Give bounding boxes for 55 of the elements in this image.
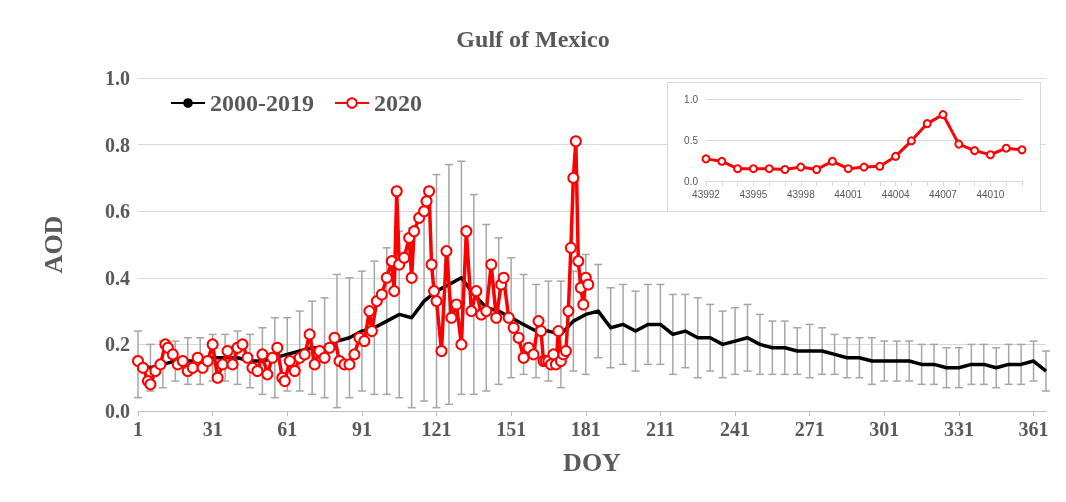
y-tick-label: 0.6 bbox=[105, 200, 130, 223]
x-tick-label: 271 bbox=[794, 418, 825, 440]
point bbox=[1001, 143, 1011, 153]
y-tick-label: 0.8 bbox=[105, 133, 130, 156]
x-tick-label: 301 bbox=[869, 418, 900, 440]
point bbox=[796, 162, 806, 172]
legend-label: 2020 bbox=[373, 90, 422, 116]
point bbox=[812, 165, 822, 175]
point bbox=[938, 110, 948, 120]
point bbox=[733, 164, 743, 174]
point bbox=[717, 156, 727, 166]
point bbox=[875, 161, 885, 171]
point bbox=[970, 146, 980, 156]
y-tick-label: 0.0 bbox=[684, 175, 699, 187]
point bbox=[859, 162, 869, 172]
x-tick-label: 331 bbox=[943, 418, 974, 440]
x-tick-label: 181 bbox=[570, 418, 601, 440]
point bbox=[843, 164, 853, 174]
x-tick-label: 44001 bbox=[834, 188, 863, 200]
point bbox=[891, 151, 901, 161]
legend-label: 2000-2019 bbox=[210, 90, 314, 116]
x-tick-label: 241 bbox=[720, 418, 751, 440]
y-tick-label: 1.0 bbox=[684, 93, 699, 105]
x-tick-label: 43995 bbox=[739, 188, 768, 200]
y-tick-label: 0.0 bbox=[105, 400, 130, 422]
x-tick-label: 61 bbox=[277, 418, 298, 440]
y-tick-label: 0.2 bbox=[105, 333, 130, 356]
point bbox=[954, 139, 964, 149]
point bbox=[780, 165, 790, 175]
point bbox=[748, 164, 758, 174]
point bbox=[701, 154, 711, 164]
x-tick-label: 44007 bbox=[929, 188, 958, 200]
y-axis-title: AOD bbox=[38, 215, 68, 274]
x-tick-label: 44010 bbox=[976, 188, 1005, 200]
x-tick-label: 44004 bbox=[881, 188, 910, 200]
point bbox=[827, 156, 837, 166]
x-tick-label: 151 bbox=[496, 418, 527, 440]
y-tick-label: 1.0 bbox=[105, 67, 130, 89]
point bbox=[764, 164, 774, 174]
x-tick-label: 211 bbox=[645, 418, 675, 440]
point bbox=[985, 150, 995, 160]
x-tick-label: 43998 bbox=[786, 188, 816, 200]
x-tick-label: 361 bbox=[1018, 418, 1049, 440]
x-tick-label: 121 bbox=[421, 418, 452, 440]
chart-title: Gulf of Mexico bbox=[456, 26, 610, 52]
x-axis-title: DOY bbox=[563, 447, 622, 477]
x-tick-label: 43992 bbox=[692, 188, 721, 200]
point bbox=[1017, 145, 1027, 155]
point bbox=[922, 119, 932, 129]
x-tick-label: 31 bbox=[202, 418, 223, 440]
x-tick-label: 1 bbox=[133, 418, 143, 440]
y-tick-label: 0.5 bbox=[684, 134, 699, 146]
y-tick-label: 0.4 bbox=[105, 266, 130, 289]
x-tick-label: 91 bbox=[351, 418, 372, 440]
point bbox=[906, 136, 916, 146]
